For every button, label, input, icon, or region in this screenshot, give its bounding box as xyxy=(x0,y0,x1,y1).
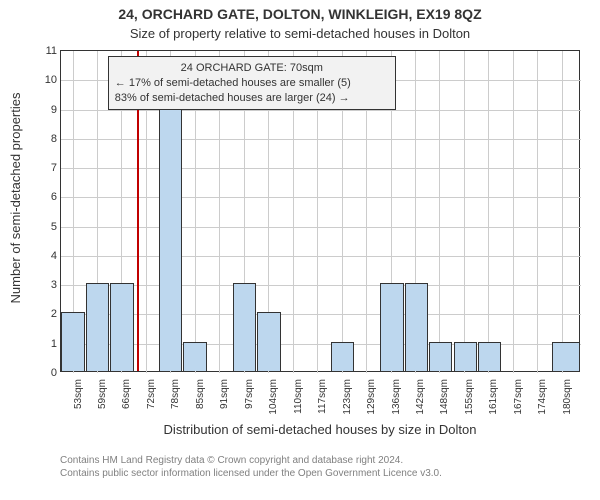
histogram-bar xyxy=(454,342,478,371)
histogram-bar xyxy=(257,312,280,371)
y-tick-label: 0 xyxy=(35,367,57,379)
x-tick-label: 104sqm xyxy=(268,379,279,419)
gridline-v xyxy=(513,51,514,373)
histogram-bar xyxy=(159,108,182,371)
x-tick-label: 148sqm xyxy=(439,379,450,419)
annotation-box: 24 ORCHARD GATE: 70sqm← 17% of semi-deta… xyxy=(108,56,396,111)
histogram-bar xyxy=(61,312,85,371)
y-tick-label: 8 xyxy=(35,133,57,145)
x-tick-label: 66sqm xyxy=(121,379,132,419)
footer-line1: Contains HM Land Registry data © Crown c… xyxy=(60,454,580,467)
x-tick-label: 110sqm xyxy=(293,379,304,419)
histogram-bar xyxy=(331,342,354,371)
histogram-bar xyxy=(429,342,453,371)
y-tick-label: 7 xyxy=(35,162,57,174)
y-tick-label: 9 xyxy=(35,104,57,116)
x-tick-label: 91sqm xyxy=(219,379,230,419)
plot-area: 0123456789101153sqm59sqm66sqm72sqm78sqm8… xyxy=(60,50,580,372)
annotation-line3: 83% of semi-detached houses are larger (… xyxy=(115,91,389,106)
histogram-bar xyxy=(183,342,207,371)
histogram-bar xyxy=(110,283,133,371)
x-tick-label: 142sqm xyxy=(415,379,426,419)
x-tick-label: 123sqm xyxy=(342,379,353,419)
histogram-bar xyxy=(552,342,580,371)
gridline-v xyxy=(464,51,465,373)
x-tick-label: 129sqm xyxy=(366,379,377,419)
gridline-v xyxy=(439,51,440,373)
x-tick-label: 78sqm xyxy=(170,379,181,419)
x-tick-label: 85sqm xyxy=(195,379,206,419)
y-tick-label: 1 xyxy=(35,338,57,350)
y-tick-label: 6 xyxy=(35,191,57,203)
y-tick-label: 5 xyxy=(35,221,57,233)
x-tick-label: 72sqm xyxy=(146,379,157,419)
y-tick-label: 3 xyxy=(35,279,57,291)
annotation-line1: 24 ORCHARD GATE: 70sqm xyxy=(115,61,389,76)
x-tick-label: 180sqm xyxy=(562,379,573,419)
x-tick-label: 167sqm xyxy=(513,379,524,419)
y-tick-label: 11 xyxy=(35,45,57,57)
gridline-v xyxy=(488,51,489,373)
footer-attribution: Contains HM Land Registry data © Crown c… xyxy=(60,454,580,480)
x-tick-label: 53sqm xyxy=(73,379,84,419)
y-tick-label: 2 xyxy=(35,308,57,320)
x-tick-label: 136sqm xyxy=(391,379,402,419)
x-tick-label: 155sqm xyxy=(464,379,475,419)
x-tick-label: 59sqm xyxy=(97,379,108,419)
x-tick-label: 117sqm xyxy=(317,379,328,419)
x-tick-label: 174sqm xyxy=(537,379,548,419)
gridline-v xyxy=(537,51,538,373)
x-tick-label: 97sqm xyxy=(244,379,255,419)
x-tick-label: 161sqm xyxy=(488,379,499,419)
gridline-v xyxy=(562,51,563,373)
x-axis-label: Distribution of semi-detached houses by … xyxy=(60,422,580,437)
histogram-bar xyxy=(380,283,404,371)
annotation-line2: ← 17% of semi-detached houses are smalle… xyxy=(115,76,389,91)
y-axis-label: Number of semi-detached properties xyxy=(8,93,23,304)
footer-line2: Contains public sector information licen… xyxy=(60,467,580,480)
histogram-bar xyxy=(405,283,428,371)
chart-title-line2: Size of property relative to semi-detach… xyxy=(0,26,600,41)
histogram-bar xyxy=(233,283,257,371)
y-tick-label: 10 xyxy=(35,74,57,86)
y-tick-label: 4 xyxy=(35,250,57,262)
histogram-bar xyxy=(86,283,110,371)
histogram-bar xyxy=(478,342,501,371)
chart-title-line1: 24, ORCHARD GATE, DOLTON, WINKLEIGH, EX1… xyxy=(0,6,600,22)
